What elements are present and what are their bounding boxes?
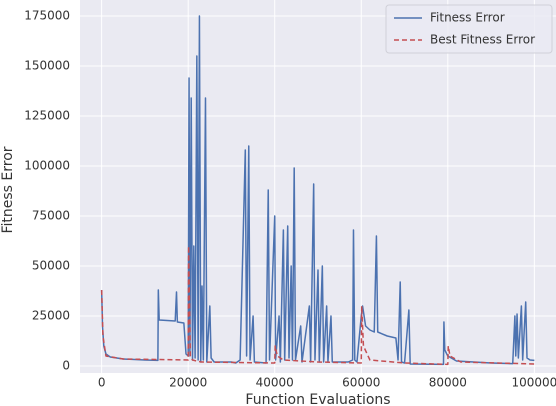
y-tick-label: 75000	[32, 209, 70, 223]
series-line	[100, 245, 535, 366]
y-tick-label: 175000	[24, 9, 70, 23]
y-tick-label: 50000	[32, 259, 70, 273]
y-tick-label: 150000	[24, 59, 70, 73]
x-tick-label: 100000	[511, 376, 556, 390]
x-tick-label: 60000	[342, 376, 380, 390]
series-line	[100, 15, 535, 366]
legend-label: Fitness Error	[430, 11, 505, 25]
y-tick-label: 25000	[32, 309, 70, 323]
legend-box	[385, 4, 553, 54]
y-tick-label: 100000	[24, 159, 70, 173]
x-tick-label: 40000	[256, 376, 294, 390]
y-axis-label: Fitness Error	[0, 146, 16, 233]
x-tick-label: 80000	[429, 376, 467, 390]
x-axis-label: Function Evaluations	[245, 392, 390, 406]
x-tick-label: 0	[98, 376, 106, 390]
x-tick-label: 20000	[169, 376, 207, 390]
legend-label: Best Fitness Error	[430, 33, 535, 47]
y-tick-label: 0	[62, 359, 70, 373]
y-tick-label: 125000	[24, 109, 70, 123]
